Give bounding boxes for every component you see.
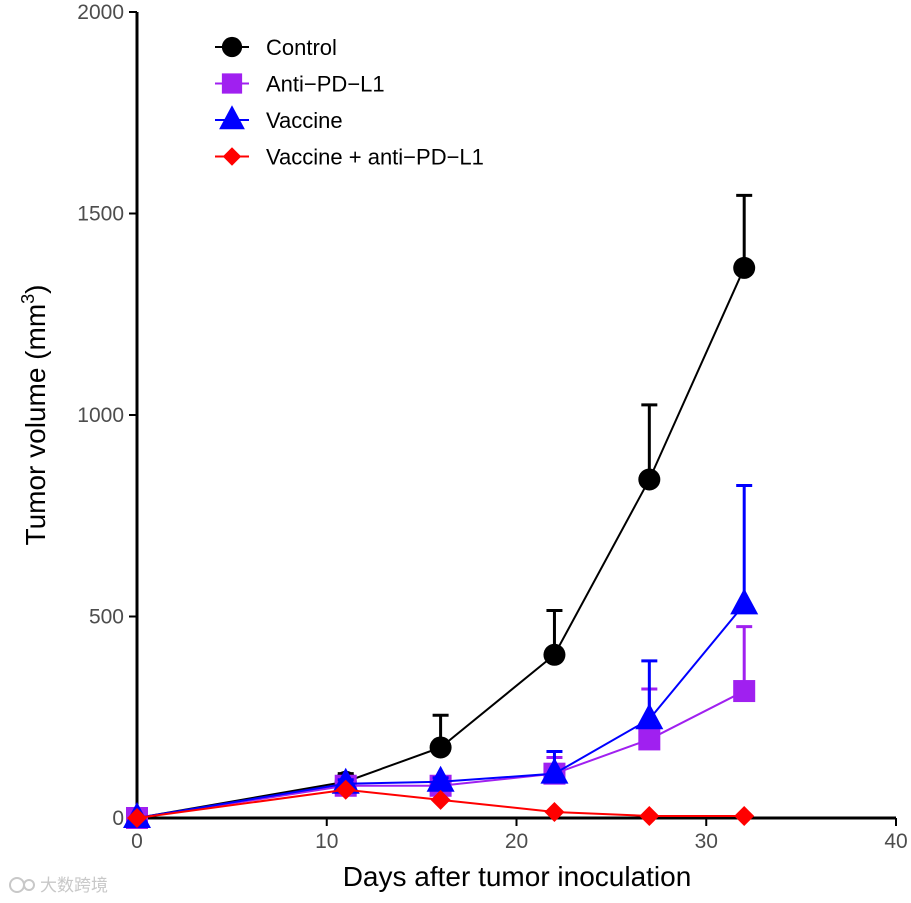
series-layer	[123, 193, 759, 829]
legend-marker	[221, 36, 243, 58]
x-tick-label: 20	[505, 830, 528, 853]
y-tick-label: 0	[112, 807, 124, 830]
legend-label: Control	[266, 35, 337, 60]
legend-item-anti-pd-l1: Anti−PD−L1	[215, 72, 385, 97]
y-ticks: 0 500 1000 1500 2000	[77, 1, 137, 830]
legend: Control Anti−PD−L1 Vaccine Vaccine + anti−P…	[215, 35, 484, 170]
y-tick-label: 500	[89, 606, 124, 629]
data-point	[730, 588, 759, 615]
data-point	[426, 765, 455, 792]
data-point	[429, 736, 452, 759]
data-point	[430, 789, 451, 810]
x-tick-label: 0	[131, 830, 143, 853]
y-axis-title-close: )	[20, 285, 51, 294]
legend-marker	[221, 73, 243, 94]
data-point	[543, 643, 566, 666]
data-point	[335, 779, 356, 800]
data-point	[733, 256, 756, 279]
data-point	[544, 801, 565, 822]
x-axis-title: Days after tumor inoculation	[343, 861, 692, 892]
legend-marker	[222, 147, 242, 166]
legend-item-control: Control	[215, 35, 337, 60]
series-vaccine-anti-pd-l1	[127, 779, 755, 828]
y-tick-label: 2000	[77, 1, 124, 24]
data-point	[540, 757, 569, 784]
watermark-logo-icon-inner	[23, 879, 35, 891]
axes	[135, 12, 896, 820]
series-line	[136, 690, 745, 819]
series-line	[136, 267, 746, 819]
data-point	[639, 805, 660, 826]
watermark-text: 大数跨境	[40, 876, 108, 896]
watermark-logo-icon	[9, 877, 25, 893]
series-vaccine	[123, 484, 759, 828]
x-ticks: 0 10 20 30 40	[131, 818, 908, 853]
legend-marker	[219, 105, 245, 130]
data-point	[635, 703, 664, 730]
legend-label: Vaccine + anti−PD−L1	[266, 145, 484, 170]
legend-item-vaccine: Vaccine	[215, 105, 343, 133]
x-tick-label: 10	[315, 830, 338, 853]
y-tick-label: 1500	[77, 203, 124, 226]
data-point	[734, 805, 755, 826]
legend-label: Anti−PD−L1	[266, 72, 385, 97]
y-tick-label: 1000	[77, 404, 124, 427]
x-tick-label: 40	[884, 830, 907, 853]
data-point	[733, 680, 756, 703]
y-axis-title-superscript: 3	[18, 294, 38, 304]
series-line	[136, 603, 745, 819]
data-point	[638, 728, 661, 751]
data-point	[127, 808, 147, 828]
y-axis-title-main: Tumor volume (mm	[20, 304, 51, 546]
legend-label: Vaccine	[266, 108, 343, 133]
y-axis-title: Tumor volume (mm3)	[18, 285, 51, 546]
watermark: 大数跨境	[9, 876, 108, 896]
legend-item-vaccine-anti-pd-l1: Vaccine + anti−PD−L1	[215, 145, 484, 170]
x-tick-label: 30	[695, 830, 718, 853]
series-line	[136, 788, 745, 819]
data-point	[638, 468, 661, 491]
